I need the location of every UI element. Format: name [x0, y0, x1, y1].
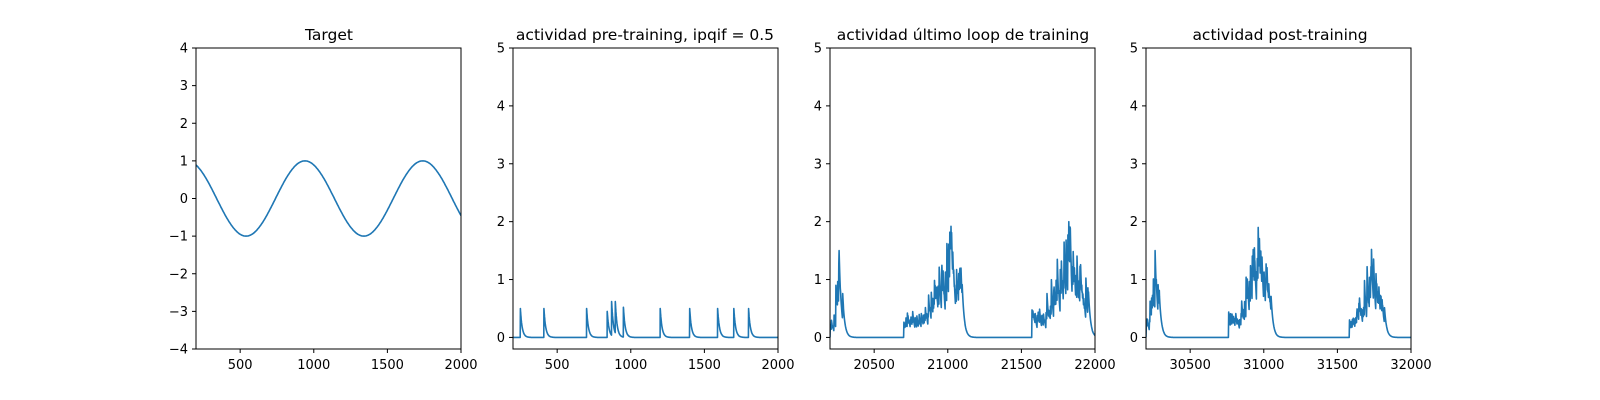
y-tick-label: 4 [814, 99, 822, 114]
panel-target: Target 500 1000 1500 2000 −4 −3 −2 −1 0 1 2 3 4 [169, 26, 478, 373]
y-tick-label: 4 [1130, 99, 1138, 114]
series-line [513, 300, 778, 339]
axes-frame [829, 47, 1096, 350]
y-tick-label: 5 [814, 42, 822, 57]
y-tick-label: 0 [180, 192, 188, 207]
axes-frame [1145, 47, 1412, 350]
y-tick-label: 2 [180, 117, 188, 132]
y-tick-label: −4 [169, 343, 188, 358]
series-line [830, 220, 1095, 339]
y-tick-label: 3 [1130, 157, 1138, 172]
y-tick-label: 5 [1130, 42, 1138, 57]
y-tick-label: 3 [180, 79, 188, 94]
panel-title: actividad último loop de training [837, 26, 1089, 44]
x-tick-label: 20500 [853, 358, 894, 373]
x-tick-label: 21500 [1001, 358, 1042, 373]
x-tick-label: 31500 [1317, 358, 1358, 373]
x-tick-label: 32000 [1390, 358, 1431, 373]
series-line [196, 160, 461, 237]
panel-ultimo-loop-training: actividad último loop de training 20500 2… [814, 26, 1116, 373]
y-tick-label: 0 [497, 331, 505, 346]
series-line [1146, 226, 1411, 339]
y-tick-label: 5 [497, 42, 505, 57]
y-tick-label: 1 [497, 273, 505, 288]
y-tick-label: 1 [814, 273, 822, 288]
x-tick-label: 500 [228, 358, 253, 373]
panel-pre-training: actividad pre-training, ipqif = 0.5 500 1… [497, 26, 795, 373]
x-tick-label: 2000 [761, 358, 794, 373]
x-tick-label: 31000 [1243, 358, 1284, 373]
y-tick-label: −2 [169, 267, 188, 282]
x-tick-label: 22000 [1074, 358, 1115, 373]
y-tick-label: 4 [497, 99, 505, 114]
y-tick-label: 1 [180, 154, 188, 169]
x-tick-label: 21000 [927, 358, 968, 373]
y-tick-label: 0 [1130, 331, 1138, 346]
y-tick-label: 2 [497, 215, 505, 230]
y-tick-label: 1 [1130, 273, 1138, 288]
axes-frame [512, 47, 779, 350]
panel-title: actividad pre-training, ipqif = 0.5 [516, 26, 774, 44]
x-tick-label: 2000 [444, 358, 477, 373]
y-tick-label: 2 [814, 215, 822, 230]
y-tick-label: 2 [1130, 215, 1138, 230]
y-tick-label: 0 [814, 331, 822, 346]
x-tick-label: 1500 [371, 358, 404, 373]
y-tick-label: −3 [169, 305, 188, 320]
y-tick-label: 3 [814, 157, 822, 172]
axes-frame [195, 47, 462, 350]
x-tick-label: 1000 [297, 358, 330, 373]
y-tick-label: 4 [180, 42, 188, 57]
x-tick-label: 500 [545, 358, 570, 373]
panel-title: actividad post-training [1192, 26, 1367, 44]
x-tick-label: 1000 [614, 358, 647, 373]
y-tick-label: 3 [497, 157, 505, 172]
y-tick-label: −1 [169, 230, 188, 245]
x-tick-label: 30500 [1169, 358, 1210, 373]
panel-title: Target [304, 26, 353, 44]
panel-post-training: actividad post-training 30500 31000 31500 3… [1130, 26, 1432, 373]
x-tick-label: 1500 [688, 358, 721, 373]
